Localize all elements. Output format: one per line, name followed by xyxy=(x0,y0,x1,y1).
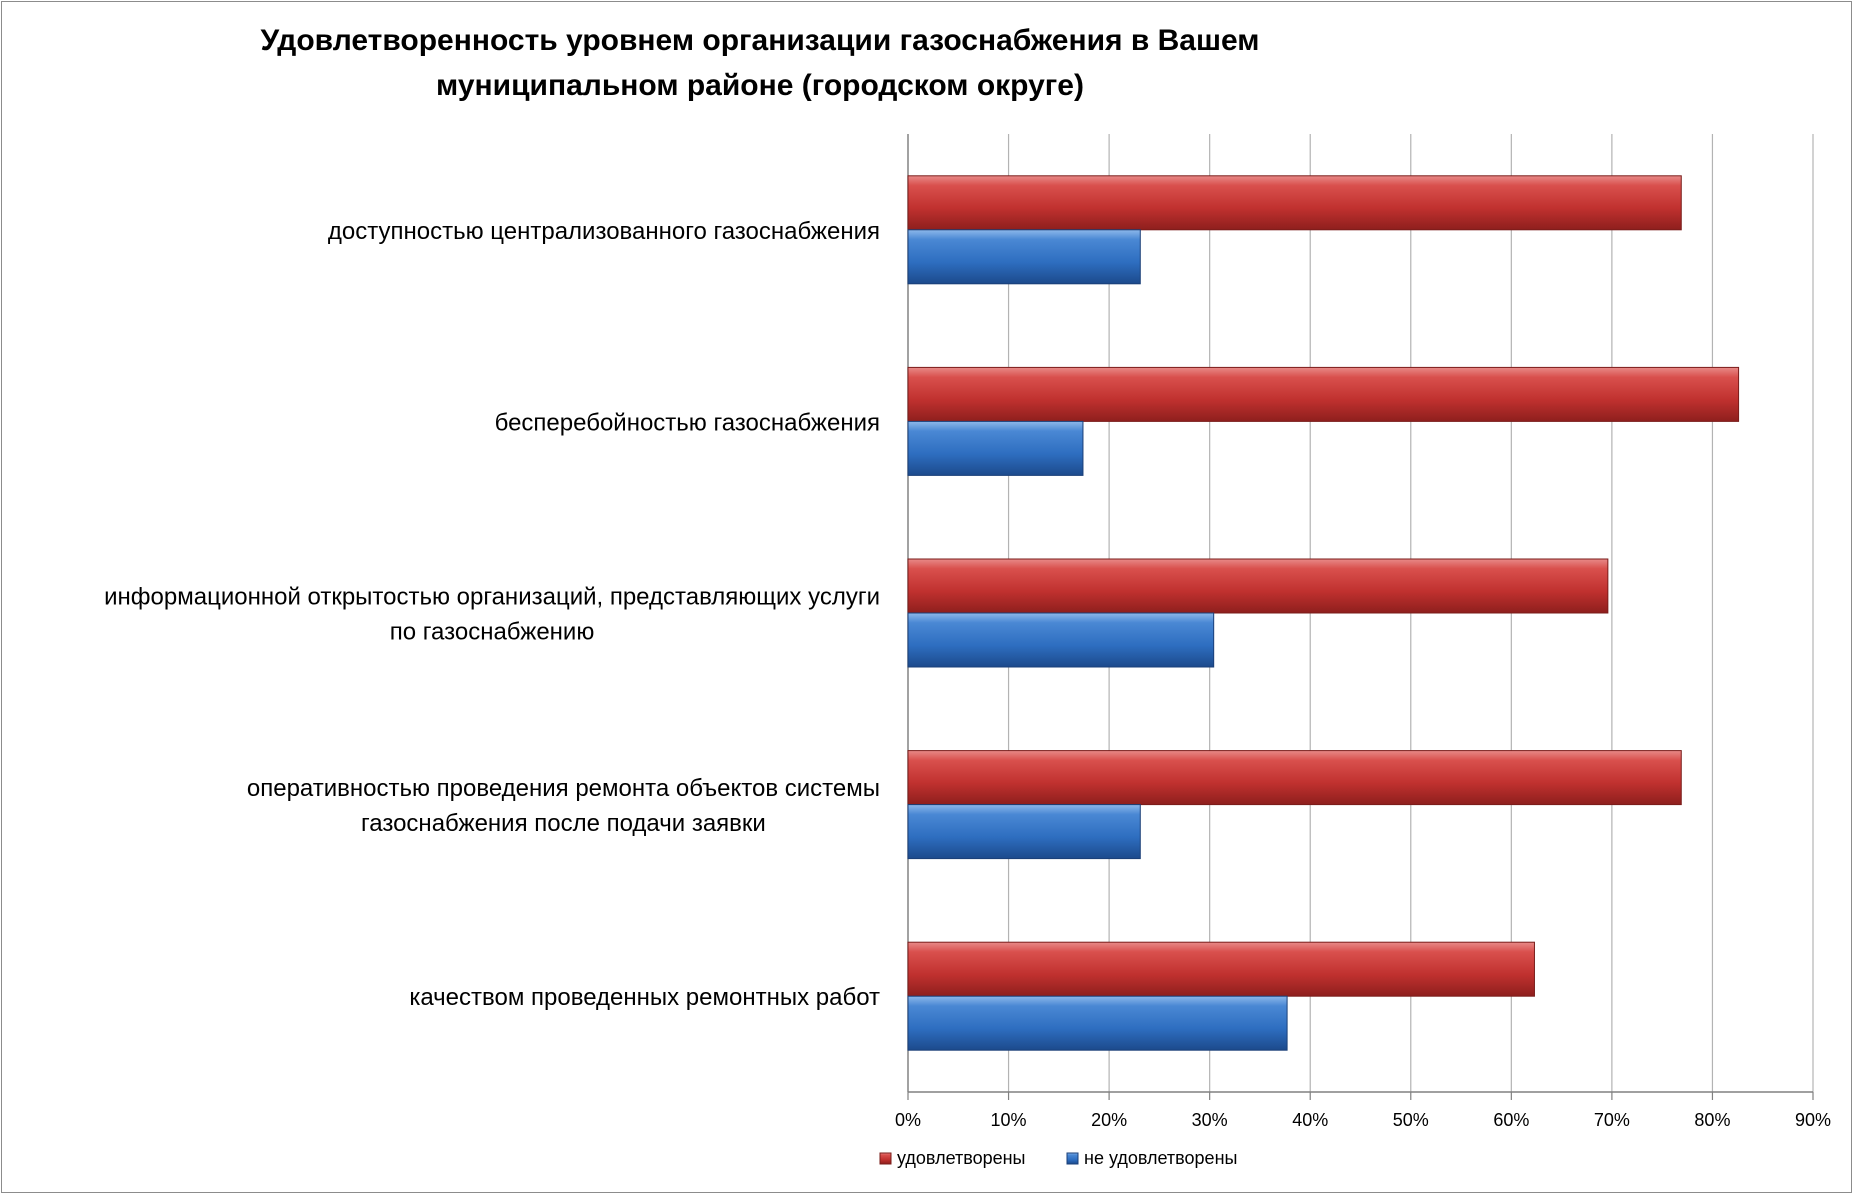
x-tick-label: 70% xyxy=(1594,1110,1630,1130)
category-label: информационной открытостью организаций, … xyxy=(104,584,880,611)
x-tick-label: 30% xyxy=(1192,1110,1228,1130)
bar-satisfied-2 xyxy=(907,366,1740,422)
legend-label-not-satisfied: не удовлетворены xyxy=(1084,1148,1237,1168)
x-tick-label: 0% xyxy=(895,1110,921,1130)
chart-title: Удовлетворенность уровнем организации га… xyxy=(260,24,1260,102)
x-tick-label: 50% xyxy=(1393,1110,1429,1130)
bar-not-satisfied-3 xyxy=(907,612,1215,668)
x-tick-label: 80% xyxy=(1694,1110,1730,1130)
bar-satisfied-1 xyxy=(907,175,1682,231)
category-label: газоснабжения после подачи заявки xyxy=(361,810,766,837)
x-tick-label: 10% xyxy=(991,1110,1027,1130)
bar-not-satisfied-4 xyxy=(907,804,1141,860)
bar-not-satisfied-2 xyxy=(907,420,1084,476)
category-label: качеством проведенных ремонтных работ xyxy=(409,984,880,1011)
legend-label-satisfied: удовлетворены xyxy=(897,1148,1026,1168)
category-label: по газоснабжению xyxy=(390,619,595,646)
category-label: бесперебойностью газоснабжения xyxy=(495,409,880,436)
legend-swatch-not-satisfied xyxy=(1066,1152,1079,1165)
legend-swatch-satisfied xyxy=(879,1152,892,1165)
x-tick-label: 40% xyxy=(1292,1110,1328,1130)
bar-satisfied-5 xyxy=(907,941,1535,997)
bar-not-satisfied-5 xyxy=(907,995,1288,1051)
x-tick-label: 20% xyxy=(1091,1110,1127,1130)
bar-satisfied-4 xyxy=(907,750,1682,806)
category-label: доступностью централизованного газоснабж… xyxy=(328,218,880,245)
category-label: оперативностью проведения ремонта объект… xyxy=(247,775,880,802)
bar-not-satisfied-1 xyxy=(907,229,1141,285)
x-tick-label: 90% xyxy=(1795,1110,1831,1130)
x-tick-label: 60% xyxy=(1493,1110,1529,1130)
bar-satisfied-3 xyxy=(907,558,1609,614)
